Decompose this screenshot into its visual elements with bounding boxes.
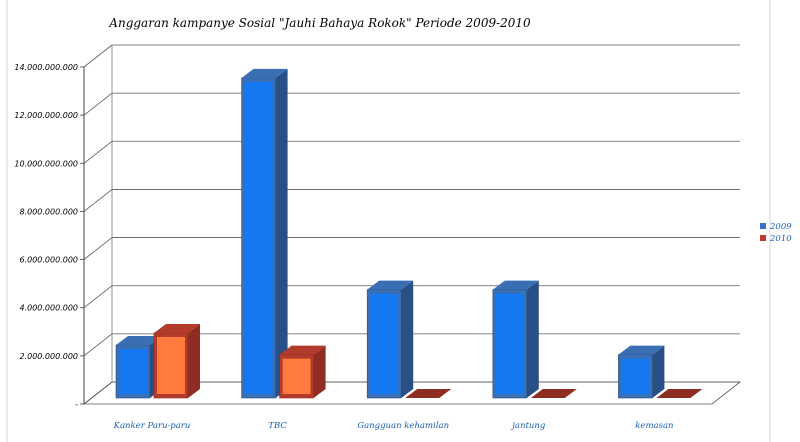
y-tick-label: 14.000.000.000 [14,63,78,72]
x-category-label: TBC [268,421,287,431]
legend-swatch-2010 [760,235,766,241]
bar-face-2010-1 [282,358,311,394]
bar-side-2009-2 [401,280,414,398]
bar-face-2009-0 [119,349,147,394]
bar-face-2009-2 [370,293,399,394]
bars [115,68,703,399]
y-tick-label: 10.000.000.000 [14,159,78,168]
bar-top-2009-2 [367,280,414,290]
bar-side-2009-3 [526,280,539,398]
grid-diagonal [83,140,113,164]
x-category-label: Gangguan kehamilan [357,421,449,431]
bar-2010-2 [405,389,452,398]
bar-top-2009-1 [241,68,288,78]
y-tick-label: - [75,400,78,409]
legend-label-2009: 2009 [769,222,792,232]
legend-label-2010: 2010 [769,234,792,244]
x-category-label: Kanker Paru-paru [113,421,191,431]
grid-lines [83,44,740,405]
bar-face-2009-1 [244,81,273,394]
grid-diagonal [83,92,113,116]
x-category-label: kemasan [635,421,673,431]
y-tick-label: 8.000.000.000 [19,207,78,216]
chart-title: Anggaran kampanye Sosial "Jauhi Bahaya R… [108,16,531,30]
bar-2010-3 [530,389,577,398]
bar-top-2010-1 [279,345,326,355]
grid-diagonal [83,333,113,357]
legend: 2009 2010 [760,222,792,244]
bar-top-2009-0 [116,336,162,346]
bar-side-2009-1 [275,68,288,398]
bar-top-2009-4 [618,345,665,355]
bar-side-2009-4 [652,345,665,398]
bar-side-2010-1 [313,345,326,398]
legend-swatch-2009 [760,223,766,229]
grid-diagonal [83,237,113,260]
y-tick-labels: - 2.000.000.000 4.000.000.000 6.000.000.000… [14,63,78,409]
bar-face-2009-3 [495,293,524,394]
bar-top-2010-0 [154,324,200,334]
bar-face-2009-4 [621,358,650,394]
bar-2010-4 [656,389,703,398]
grid-diagonal [83,285,113,309]
grid-diagonal [83,44,113,68]
bar-face-2010-0 [157,337,185,394]
x-category-label: jantung [510,421,546,431]
y-tick-label: 2.000.000.000 [19,352,78,361]
bar-side-2010-0 [188,324,200,398]
x-category-labels: Kanker Paru-paru TBC Gangguan kehamilan jan… [113,421,674,431]
grid-diagonal [83,189,113,212]
bar-top-2009-3 [492,280,539,290]
axes [80,45,742,405]
y-tick-label: 4.000.000.000 [19,304,78,313]
y-tick-label: 6.000.000.000 [19,256,78,265]
y-tick-label: 12.000.000.000 [14,111,78,120]
chart-floor [82,381,742,405]
